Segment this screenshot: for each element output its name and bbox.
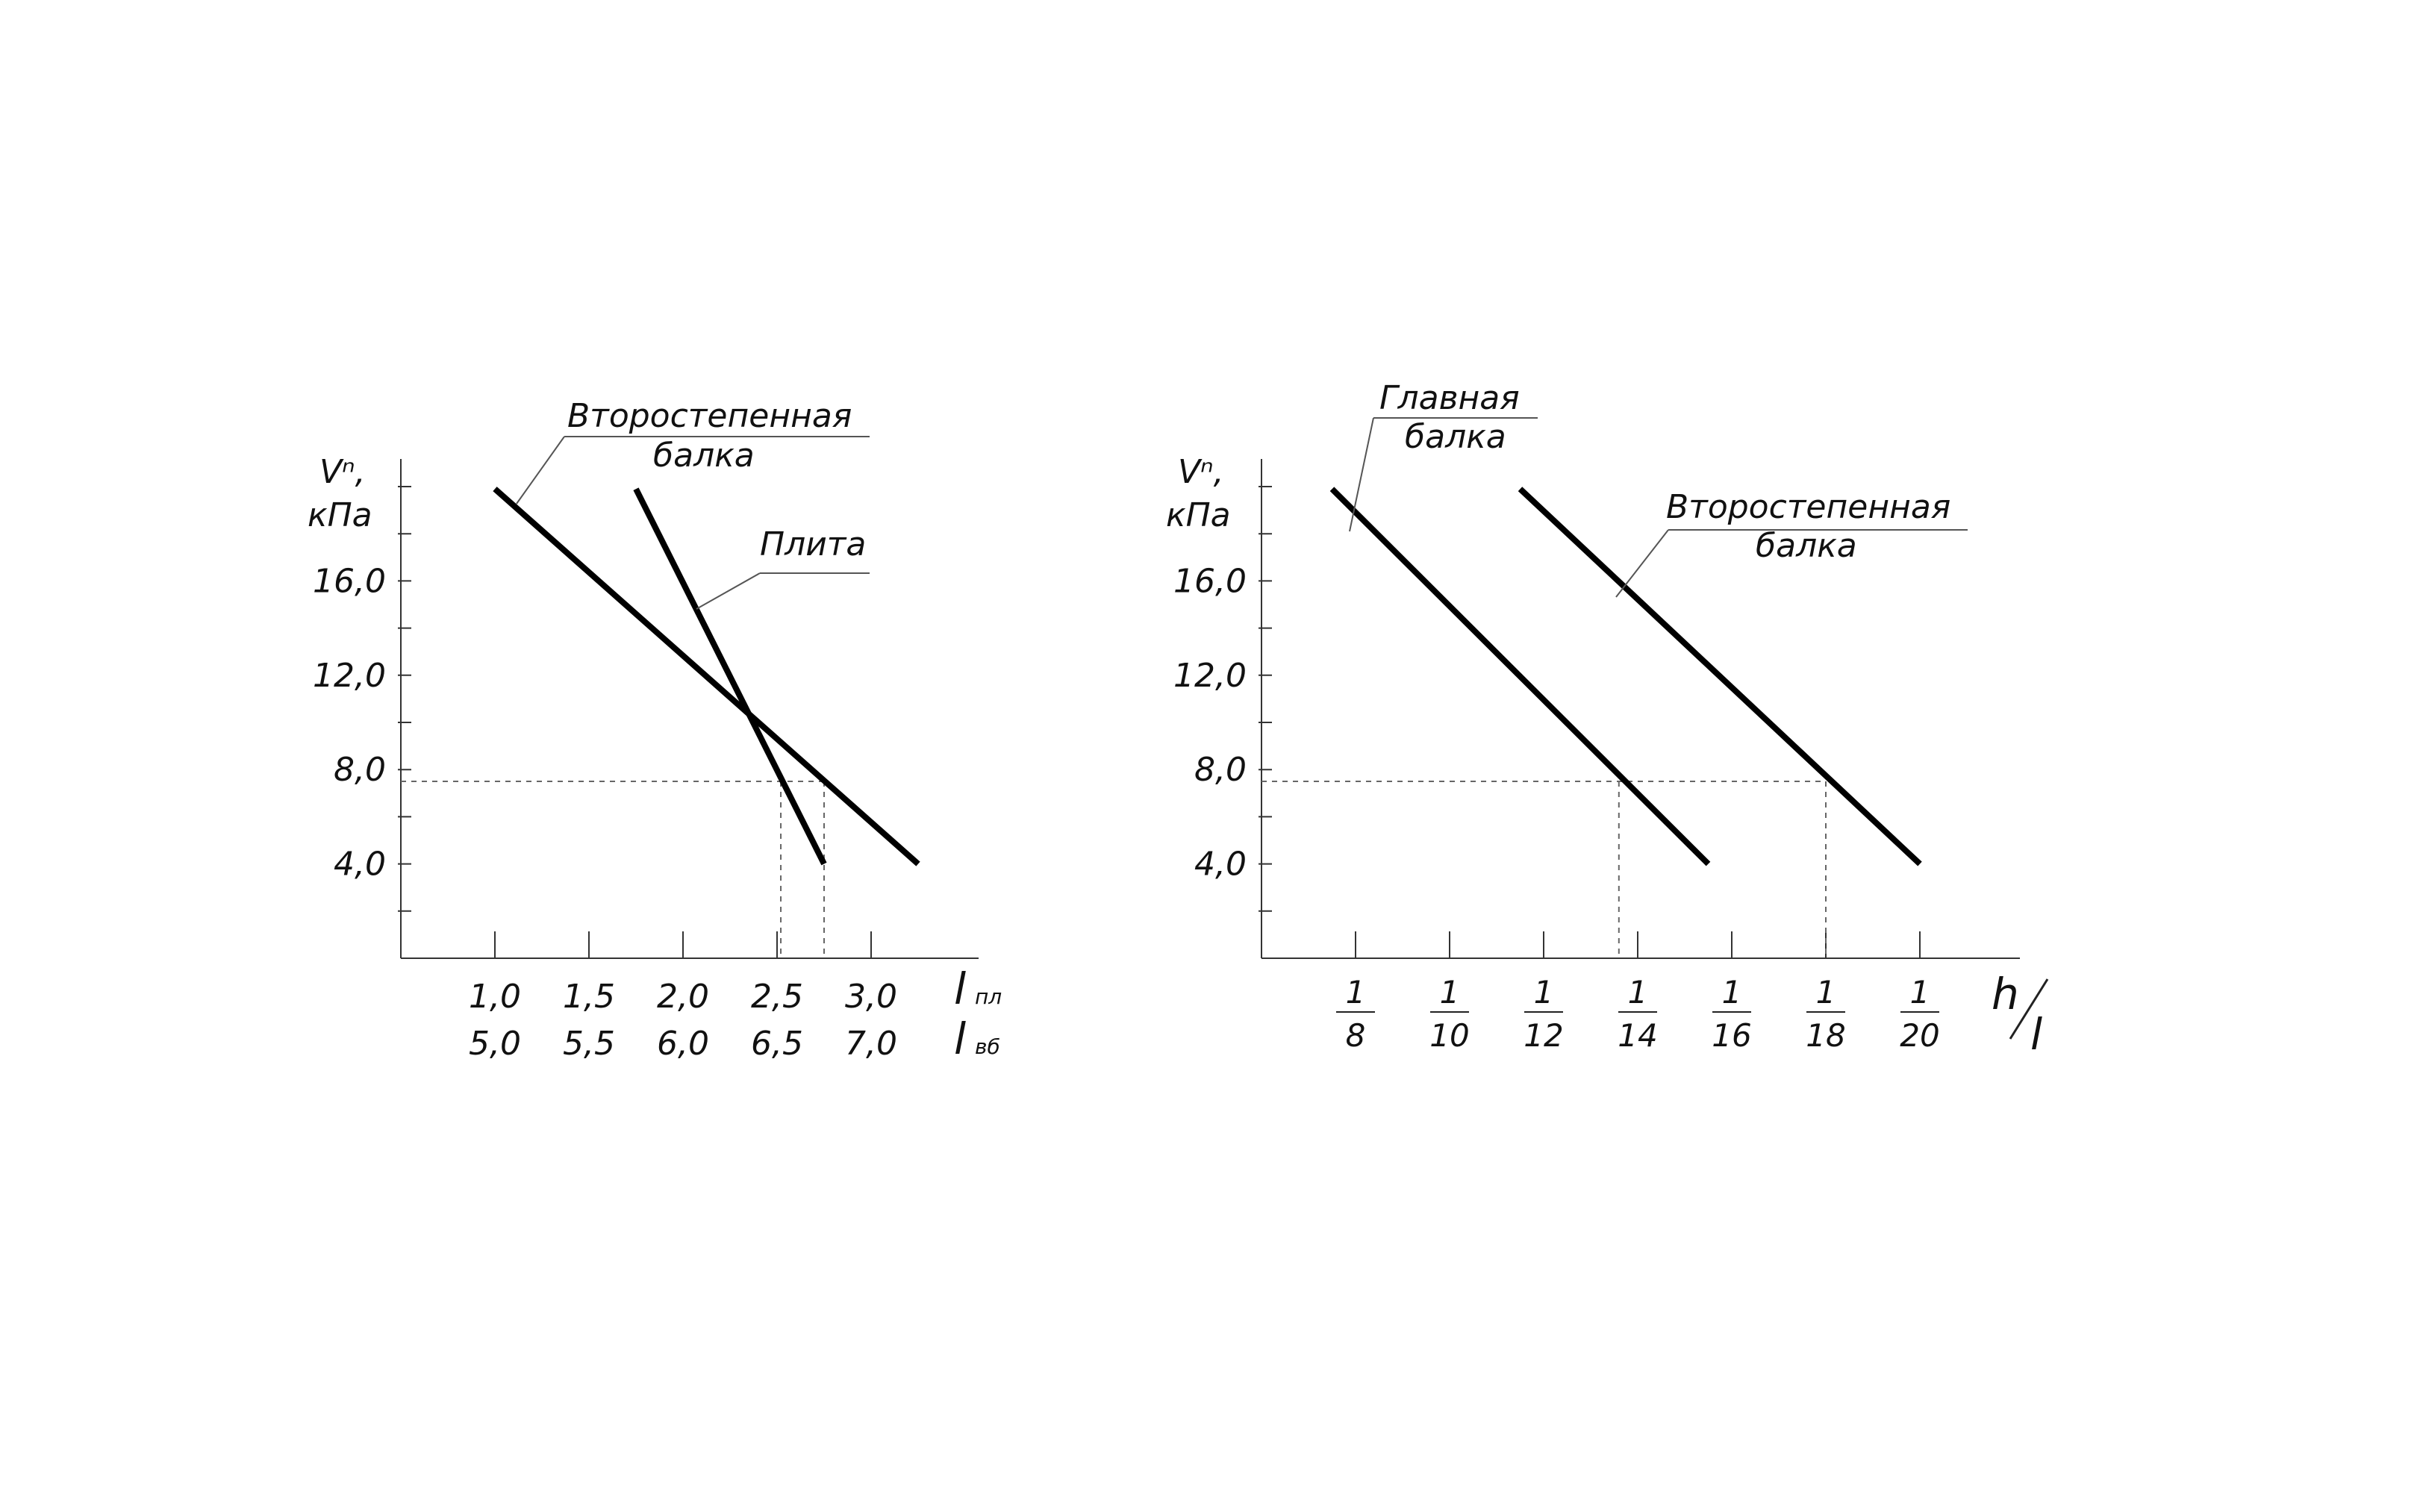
x-tick-numerator: 1 (1440, 974, 1460, 1010)
series-label-secondary-beam-left-line1: Второстепенная (567, 397, 852, 435)
x-tick-denominator: 20 (1900, 1017, 1939, 1054)
leader-line-secondary-beam (516, 436, 565, 504)
series-line-2 (1518, 487, 1922, 866)
chart-right-reference-lines (1261, 781, 1827, 958)
x-tick-label-bottom: 6,0 (657, 1025, 709, 1063)
x-tick-numerator: 1 (1628, 974, 1648, 1010)
x-tick-label-bottom: 7,0 (845, 1025, 897, 1063)
x-tick-label-bottom: 5,5 (563, 1025, 615, 1063)
x-axis-label-bottom-sub: вб (975, 1034, 1000, 1059)
y-tick-label: 12,0 (313, 657, 386, 695)
y-axis-label-left-line2: кПа (308, 496, 372, 534)
y-tick-label: 16,0 (313, 562, 386, 600)
chart-left-series (493, 487, 920, 866)
x-tick-label-bottom: 5,0 (469, 1025, 521, 1063)
x-tick-label-top: 2,5 (751, 978, 803, 1016)
series-label-slab: Плита (760, 525, 866, 563)
x-tick-denominator: 14 (1618, 1017, 1657, 1054)
x-tick-label-top: 1,5 (563, 978, 615, 1016)
leader-line-main-beam (1349, 417, 1374, 532)
chart-left-x-ticks: 1,0 5,0 1,5 5,5 2,0 6,0 2,5 6,5 3,0 7,0 (469, 931, 897, 1063)
x-axis-label-top-main: l (954, 963, 966, 1014)
x-tick-numerator: 1 (1534, 974, 1554, 1010)
y-axis-label-left-line1: Vⁿ, (319, 453, 366, 491)
y-axis-label-right-line1: Vⁿ, (1178, 453, 1224, 491)
chart-right-axes (1261, 459, 2020, 959)
chart-right-leaders (1349, 417, 1968, 598)
series-label-secondary-beam-right-line2: балка (1756, 527, 1857, 565)
y-tick-label: 16,0 (1173, 562, 1247, 600)
x-tick-numerator: 1 (1816, 974, 1836, 1010)
chart-left: 4,0 8,0 12,0 16,0 1,0 5,0 1,5 5,5 2,0 6,0 2,5 6,5 3… (308, 397, 1002, 1064)
series-line-1 (1329, 487, 1711, 866)
x-tick-label-top: 2,0 (657, 978, 709, 1016)
chart-left-axes (400, 459, 979, 959)
x-axis-label-numerator: h (1992, 969, 2019, 1019)
x-tick-label-top: 1,0 (469, 978, 521, 1016)
series-line-1 (493, 487, 920, 866)
x-tick-denominator: 12 (1524, 1017, 1563, 1054)
x-axis-label-bottom-main: l (954, 1013, 966, 1064)
x-axis-label-top-sub: пл (975, 984, 1002, 1009)
y-tick-label: 4,0 (334, 846, 386, 884)
leader-line-slab (696, 572, 761, 610)
x-tick-denominator: 8 (1346, 1017, 1366, 1054)
y-tick-label: 8,0 (1194, 751, 1247, 789)
x-axis-label-denominator: l (2030, 1009, 2042, 1060)
x-tick-label-top: 3,0 (845, 978, 897, 1016)
x-tick-denominator: 16 (1712, 1017, 1751, 1054)
series-label-secondary-beam-left-line2: балка (653, 437, 755, 475)
y-tick-label: 12,0 (1173, 657, 1247, 695)
chart-left-y-ticks: 4,0 8,0 12,0 16,0 (313, 486, 411, 912)
series-label-main-beam-line1: Главная (1379, 379, 1520, 417)
y-tick-label: 4,0 (1194, 846, 1247, 884)
leader-line-secondary-beam-right (1615, 529, 1669, 598)
chart-left-leaders (516, 436, 870, 610)
series-label-main-beam-line2: балка (1405, 418, 1506, 456)
x-tick-denominator: 18 (1806, 1017, 1845, 1054)
x-tick-label-bottom: 6,5 (751, 1025, 803, 1063)
x-tick-numerator: 1 (1722, 974, 1742, 1010)
chart-left-reference-lines (401, 781, 825, 958)
series-label-secondary-beam-right-line1: Второстепенная (1666, 488, 1950, 526)
x-tick-numerator: 1 (1346, 974, 1366, 1010)
x-axis-label-slash (2009, 978, 2049, 1040)
chart-right-y-ticks: 4,0 8,0 12,0 16,0 (1173, 486, 1272, 912)
y-axis-label-right-line2: кПа (1166, 496, 1231, 534)
chart-right-series (1329, 487, 1922, 866)
x-tick-denominator: 10 (1429, 1017, 1469, 1054)
y-tick-label: 8,0 (334, 751, 386, 789)
x-tick-numerator: 1 (1910, 974, 1930, 1010)
series-line-2 (633, 487, 827, 866)
